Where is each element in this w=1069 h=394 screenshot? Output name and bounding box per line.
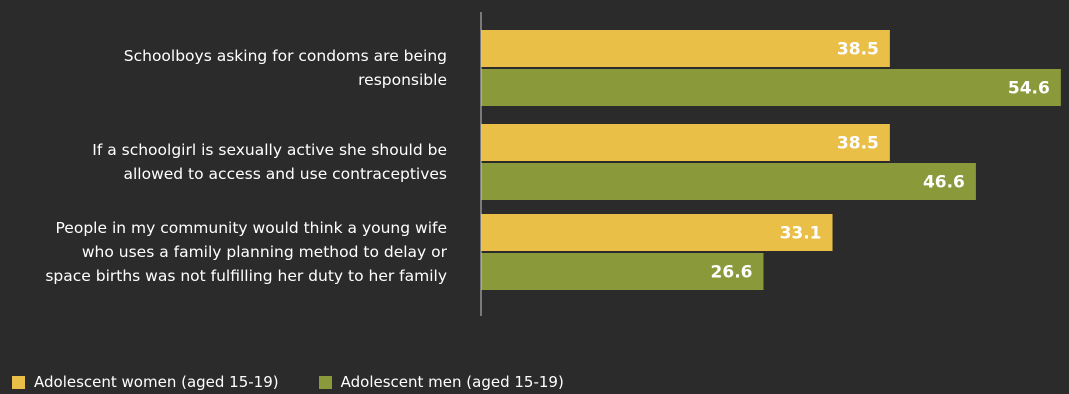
legend-item-men: Adolescent men (aged 15-19): [318, 373, 564, 391]
category-label-3-line-1: People in my community would think a you…: [56, 219, 447, 237]
category-label-2-line-1: If a schoolgirl is sexually active she s…: [92, 141, 447, 159]
bar-women-2: [481, 124, 890, 161]
category-label-3-line-3: space births was not fulfilling her duty…: [45, 267, 447, 285]
data-label-men-3: 26.6: [711, 263, 753, 283]
category-label-2-line-2: allowed to access and use contraceptives: [123, 165, 447, 183]
bar-men-3: [481, 253, 764, 290]
data-label-women-2: 38.5: [837, 134, 879, 154]
category-label-3-line-2: who uses a family planning method to del…: [82, 243, 448, 261]
legend: Adolescent women (aged 15-19) Adolescent…: [12, 374, 564, 390]
data-label-men-1: 54.6: [1008, 79, 1050, 99]
category-label-1-line-2: responsible: [358, 71, 447, 89]
bar-men-1: [481, 69, 1061, 106]
legend-label-men: Adolescent men (aged 15-19): [340, 373, 564, 391]
bar-women-3: [481, 214, 833, 251]
bar-women-1: [481, 30, 890, 67]
legend-item-women: Adolescent women (aged 15-19): [12, 374, 279, 390]
legend-swatch-women: [12, 375, 25, 389]
legend-label-women: Adolescent women (aged 15-19): [34, 373, 279, 391]
bar-chart: 38.5 54.6 Schoolboys asking for condoms ar…: [45, 12, 1061, 316]
data-label-women-3: 33.1: [780, 224, 822, 244]
data-label-women-1: 38.5: [837, 40, 879, 60]
bar-men-2: [481, 163, 976, 200]
data-label-men-2: 46.6: [923, 173, 965, 193]
legend-swatch-men: [318, 375, 332, 389]
category-label-1-line-1: Schoolboys asking for condoms are being: [124, 47, 447, 65]
